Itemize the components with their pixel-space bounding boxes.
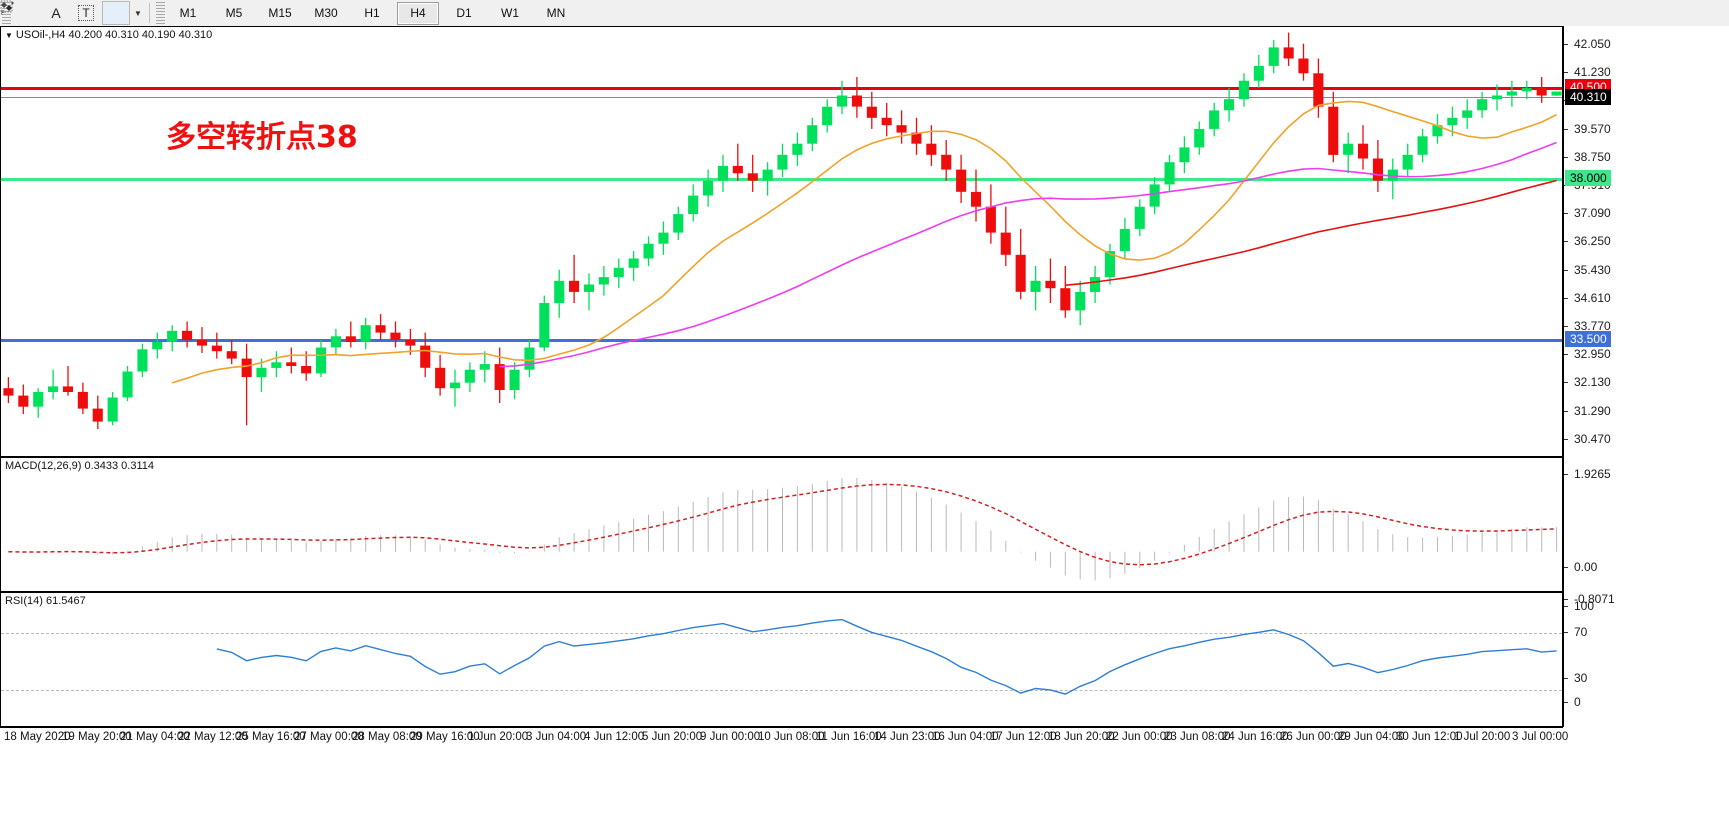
text-A-icon[interactable]: A xyxy=(51,5,61,21)
timeframe-m15[interactable]: M15 xyxy=(268,6,292,20)
price-tick: 38.750 xyxy=(1564,150,1611,164)
timeframe-w1[interactable]: W1 xyxy=(501,6,519,20)
time-tick: 18 Jun 20:00 xyxy=(1048,731,1115,743)
rsi-series xyxy=(216,618,1557,695)
rsi-overbought-line xyxy=(1,633,1562,634)
rsi-oversold-line xyxy=(1,690,1562,691)
timeframe-m1[interactable]: M1 xyxy=(179,6,197,20)
time-axis[interactable]: 18 May 2020 19 May 20:00 21 May 04:00 22 Ma… xyxy=(0,727,1568,751)
time-tick: 3 Jun 04:00 xyxy=(526,731,587,743)
price-tick: 42.050 xyxy=(1564,37,1611,51)
price-tick: 33.770 xyxy=(1564,319,1611,333)
time-tick: 29 May 16:00 xyxy=(410,731,480,743)
time-tick: 29 Jun 04:00 xyxy=(1338,731,1405,743)
objects-glyph xyxy=(1,1,14,11)
macd-series xyxy=(8,478,1558,581)
time-tick: 5 Jun 20:00 xyxy=(642,731,703,743)
price-axis[interactable]: 42.05041.23040.50039.57038.75037.91037.0… xyxy=(1563,26,1729,727)
timeframe-m5[interactable]: M5 xyxy=(225,6,243,20)
time-tick: 1 Jul 20:00 xyxy=(1454,731,1511,743)
rsi-tick: 30 xyxy=(1564,671,1587,685)
price-tick: 36.250 xyxy=(1564,234,1611,248)
price-tick: 31.290 xyxy=(1564,404,1611,418)
candlestick-series xyxy=(3,32,1562,429)
svg-text:F: F xyxy=(1,11,5,16)
text-box-glyph: T xyxy=(78,5,94,21)
timeframe-grip-handle[interactable] xyxy=(156,2,165,24)
symbol-info-text: USOil-,H4 40.200 40.310 40.190 40.310 xyxy=(15,29,213,41)
timeframe-h4[interactable]: H4 xyxy=(397,1,439,25)
price-tick: 37.090 xyxy=(1564,206,1611,220)
time-tick: 16 Jun 04:00 xyxy=(932,731,999,743)
time-tick: 23 Jun 08:00 xyxy=(1164,731,1231,743)
macd-pane[interactable]: MACD(12,26,9) 0.3433 0.3114 xyxy=(0,457,1563,592)
time-tick: 30 Jun 12:00 xyxy=(1396,731,1463,743)
time-tick: 22 Jun 00:00 xyxy=(1106,731,1173,743)
objects-icon[interactable] xyxy=(1,1,130,25)
crosshair-glyph: F xyxy=(0,0,13,16)
macd-label: MACD(12,26,9) 0.3433 0.3114 xyxy=(5,460,154,472)
price-tick: 30.470 xyxy=(1564,432,1611,446)
rsi-tick: 100 xyxy=(1564,599,1594,613)
price-tick: 34.610 xyxy=(1564,291,1611,305)
text-box-icon[interactable]: T xyxy=(72,1,100,25)
symbol-info-label: ▼ USOil-,H4 40.200 40.310 40.190 40.310 xyxy=(5,29,212,41)
time-tick: 9 Jun 00:00 xyxy=(700,731,761,743)
toolbar-separator xyxy=(149,3,150,23)
price-tick: 35.430 xyxy=(1564,263,1611,277)
rsi-tick: 70 xyxy=(1564,625,1587,639)
rsi-plot-area xyxy=(1,593,1562,726)
pivot-level-line[interactable] xyxy=(1,178,1562,181)
timeframe-m30[interactable]: M30 xyxy=(314,6,338,20)
rsi-tick: 0 xyxy=(1564,695,1581,709)
time-tick: 27 May 00:00 xyxy=(294,731,364,743)
chart-annotation-text: 多空转折点38 xyxy=(166,120,358,155)
macd-plot-area xyxy=(1,458,1562,591)
macd-tick: -0.8071 xyxy=(1564,592,1615,606)
time-tick: 21 May 04:00 xyxy=(120,731,190,743)
support-level-badge[interactable]: 33.500 xyxy=(1565,331,1611,347)
time-tick: 14 Jun 23:00 xyxy=(874,731,941,743)
time-tick: 24 Jun 16:00 xyxy=(1222,731,1289,743)
time-tick: 4 Jun 12:00 xyxy=(584,731,645,743)
time-tick: 28 May 08:00 xyxy=(352,731,422,743)
macd-tick: 1.9265 xyxy=(1564,467,1611,481)
rsi-pane[interactable]: RSI(14) 61.5467 xyxy=(0,592,1563,727)
time-tick: 26 Jun 00:00 xyxy=(1280,731,1347,743)
time-tick: 18 May 2020 xyxy=(4,731,71,743)
price-pane[interactable]: ▼ USOil-,H4 40.200 40.310 40.190 40.310 多… xyxy=(0,26,1563,457)
timeframe-h1[interactable]: H1 xyxy=(364,6,380,20)
time-tick: 25 May 16:00 xyxy=(236,731,306,743)
price-tick: 41.230 xyxy=(1564,65,1611,79)
last-price-badge[interactable]: 40.310 xyxy=(1565,89,1611,105)
objects-dropdown-caret-icon[interactable]: ▼ xyxy=(134,8,142,18)
chart-footer-blank xyxy=(0,751,1729,820)
toolbar-grip-handle[interactable] xyxy=(2,2,11,24)
time-tick: 1 Jun 20:00 xyxy=(468,731,529,743)
time-tick: 10 Jun 08:00 xyxy=(758,731,825,743)
timeframe-d1[interactable]: D1 xyxy=(456,6,472,20)
time-tick: 17 Jun 12:00 xyxy=(990,731,1057,743)
chart-toolbar: F A T ▼ M1 M5 M15 M30 H1 H4 D1 W1 MN xyxy=(0,0,1729,27)
timeframe-mn[interactable]: MN xyxy=(546,6,566,20)
price-tick: 32.130 xyxy=(1564,375,1611,389)
crosshair-icon[interactable]: F xyxy=(0,0,40,25)
time-tick: 22 May 12:00 xyxy=(178,731,248,743)
rsi-label: RSI(14) 61.5467 xyxy=(5,595,86,607)
macd-tick: 0.00 xyxy=(1564,560,1597,574)
symbol-collapse-caret-icon[interactable]: ▼ xyxy=(5,30,13,40)
chart-frame: ▼ USOil-,H4 40.200 40.310 40.190 40.310 多… xyxy=(0,26,1729,820)
price-tick: 39.570 xyxy=(1564,122,1611,136)
price-tick: 32.950 xyxy=(1564,347,1611,361)
price-plot-area: 多空转折点38 xyxy=(1,27,1562,456)
resistance-level-line[interactable] xyxy=(1,87,1562,90)
time-tick: 11 Jun 16:00 xyxy=(816,731,882,743)
time-tick: 3 Jul 00:00 xyxy=(1512,731,1569,743)
support-level-line[interactable] xyxy=(1,339,1562,342)
pivot-level-badge[interactable]: 38.000 xyxy=(1565,170,1611,186)
last-price-line xyxy=(1,97,1562,98)
time-tick: 19 May 20:00 xyxy=(62,731,132,743)
